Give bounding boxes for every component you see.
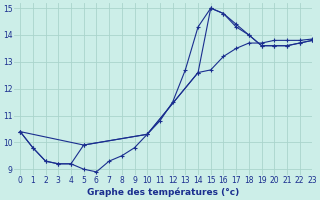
X-axis label: Graphe des températures (°c): Graphe des températures (°c) [87,188,239,197]
